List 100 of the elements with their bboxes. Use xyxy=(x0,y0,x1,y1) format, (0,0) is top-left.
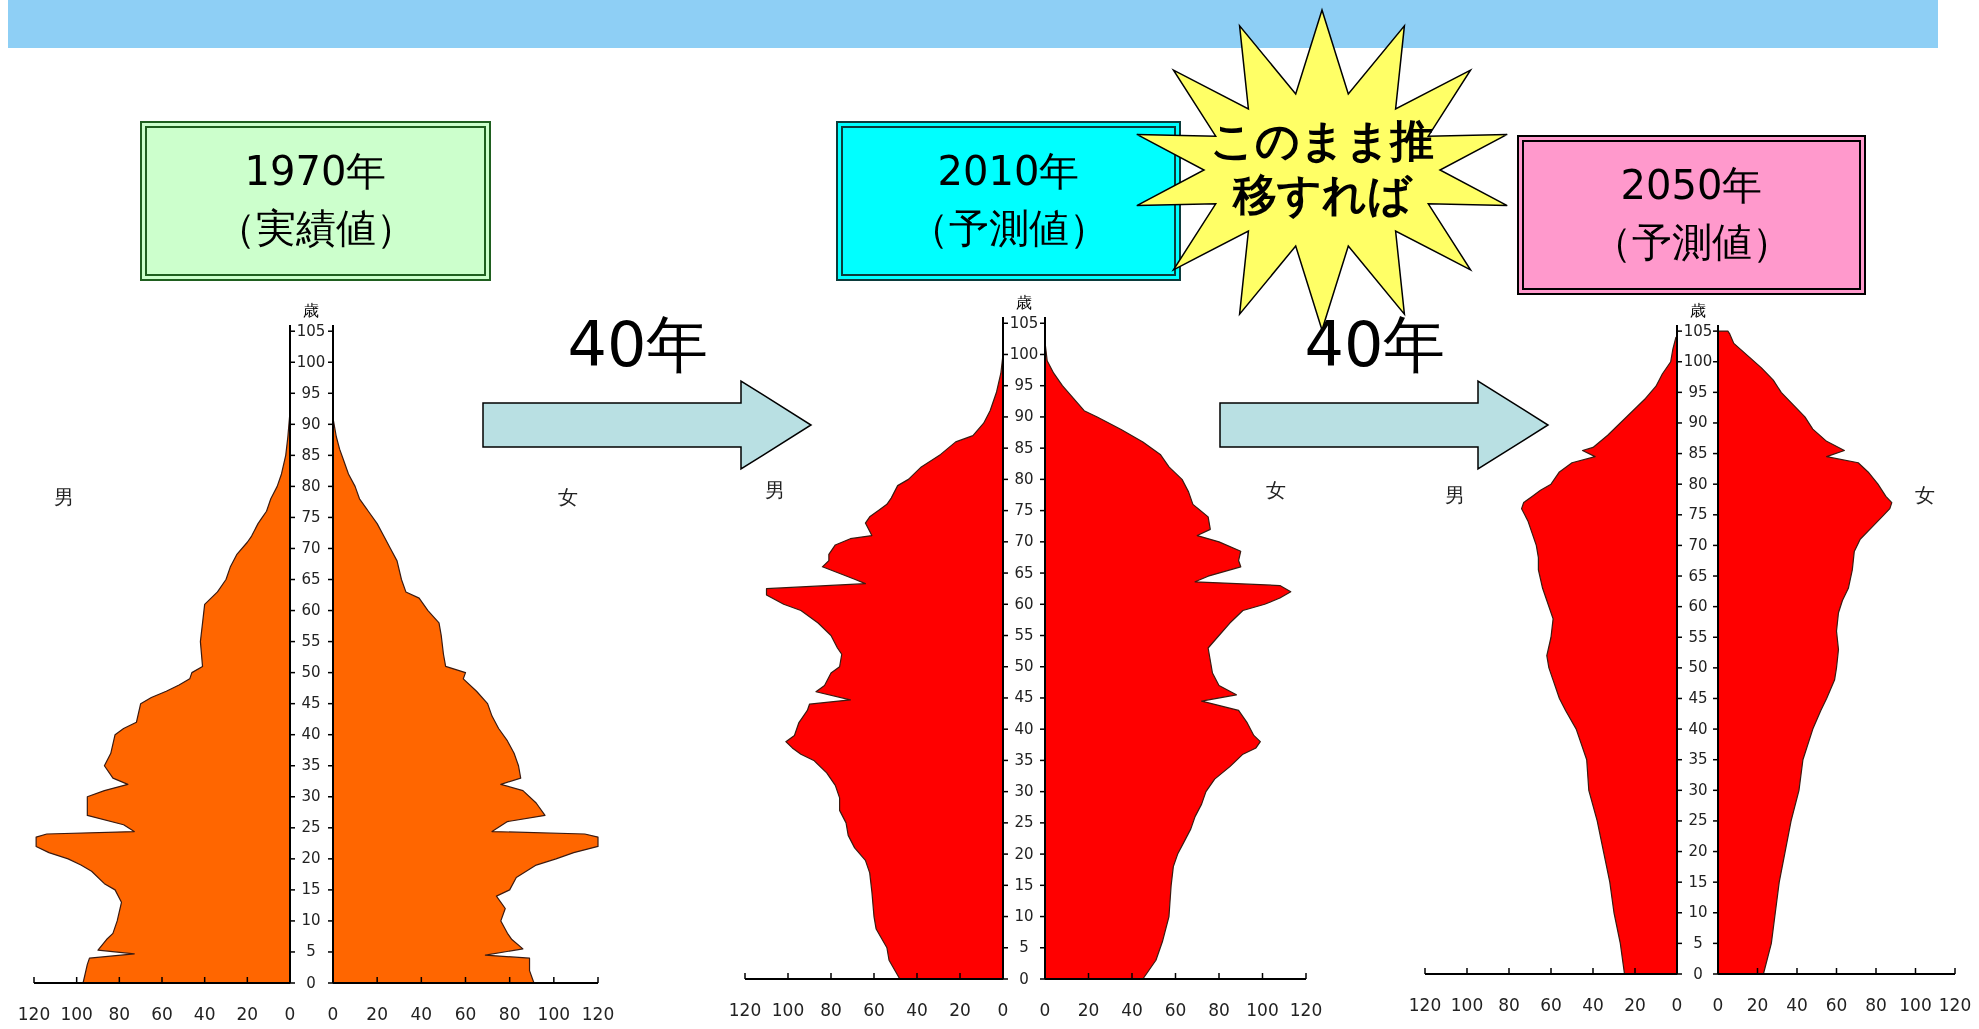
y-tick-label: 60 xyxy=(1014,594,1034,613)
y-tick-label: 75 xyxy=(1688,505,1708,524)
x-tick-label: 40 xyxy=(1786,995,1808,1015)
series-label: 女 xyxy=(1915,482,1935,507)
chart-subtitle: （予測値） xyxy=(1591,219,1792,265)
y-tick-label: 80 xyxy=(301,476,321,495)
y-tick-label: 5 xyxy=(306,942,316,961)
y-tick-label: 105 xyxy=(1009,313,1039,332)
y-tick-label: 35 xyxy=(1688,750,1708,769)
y-tick-label: 70 xyxy=(1014,532,1034,551)
y-tick-label: 65 xyxy=(301,570,321,589)
x-tick-label: 80 xyxy=(1498,995,1520,1015)
x-tick-label: 120 xyxy=(728,1000,762,1020)
y-axis-title: 歳 xyxy=(1690,300,1706,320)
y-tick-label: 35 xyxy=(1014,750,1034,769)
x-tick-label: 40 xyxy=(1582,995,1604,1015)
y-tick-label: 85 xyxy=(1014,438,1034,457)
y-tick-label: 75 xyxy=(1014,501,1034,520)
y-tick-label: 55 xyxy=(1688,627,1708,646)
chart-title: 1970年 xyxy=(244,148,387,194)
y-tick-label: 100 xyxy=(296,352,326,371)
y-tick-label: 5 xyxy=(1019,938,1029,957)
y-tick-label: 15 xyxy=(1014,875,1034,894)
x-tick-label: 100 xyxy=(1450,995,1484,1015)
y-tick-label: 10 xyxy=(1014,907,1034,926)
x-tick-label: 120 xyxy=(581,1004,615,1024)
y-axis-title: 歳 xyxy=(303,300,319,320)
y-tick-label: 80 xyxy=(1688,474,1708,493)
chart-title: 2010年 xyxy=(937,148,1080,194)
y-tick-label: 70 xyxy=(1688,535,1708,554)
x-tick-label: 60 xyxy=(454,1004,477,1024)
x-tick-label: 40 xyxy=(410,1004,433,1024)
x-tick-label: 80 xyxy=(820,1000,842,1020)
x-tick-label: 120 xyxy=(1408,995,1442,1015)
y-tick-label: 15 xyxy=(301,880,321,899)
y-tick-label: 105 xyxy=(1683,321,1713,340)
x-tick-label: 20 xyxy=(1746,995,1769,1015)
x-tick-label: 20 xyxy=(1624,995,1646,1015)
y-tick-label: 45 xyxy=(301,694,321,713)
x-tick-label: 40 xyxy=(906,1000,928,1020)
y-tick-label: 30 xyxy=(1014,782,1034,801)
chart-subtitle: （予測値） xyxy=(908,205,1109,251)
y-tick-label: 60 xyxy=(301,601,321,620)
y-tick-label: 25 xyxy=(1688,811,1708,830)
y-tick-label: 35 xyxy=(301,756,321,775)
y-tick-label: 40 xyxy=(1688,719,1708,738)
y-tick-label: 20 xyxy=(1014,844,1034,863)
y-tick-label: 40 xyxy=(1014,719,1034,738)
y-tick-label: 90 xyxy=(1014,407,1034,426)
text: 女 xyxy=(1266,478,1286,503)
x-tick-label: 100 xyxy=(60,1004,93,1024)
chart-title: 2050年 xyxy=(1620,162,1763,208)
x-tick-label: 20 xyxy=(1077,1000,1100,1020)
y-tick-label: 45 xyxy=(1688,688,1708,707)
y-tick-label: 65 xyxy=(1014,563,1034,582)
x-tick-label: 0 xyxy=(327,1004,339,1024)
text: このまま推移すれば xyxy=(1210,115,1434,220)
y-tick-label: 50 xyxy=(1688,658,1708,677)
x-tick-label: 40 xyxy=(1121,1000,1143,1020)
annotation: 40年 xyxy=(567,308,709,382)
y-tick-label: 80 xyxy=(1014,469,1034,488)
text: 男 xyxy=(54,485,74,510)
y-tick-label: 65 xyxy=(1688,566,1708,585)
y-tick-label: 15 xyxy=(1688,872,1708,891)
y-tick-label: 30 xyxy=(1688,780,1708,799)
text: 男 xyxy=(1445,482,1465,507)
x-tick-label: 100 xyxy=(1246,1000,1279,1020)
y-tick-label: 75 xyxy=(301,507,321,526)
y-tick-label: 105 xyxy=(296,321,326,340)
y-tick-label: 95 xyxy=(1688,382,1708,401)
x-tick-label: 20 xyxy=(236,1004,259,1024)
x-tick-label: 80 xyxy=(1865,995,1887,1015)
x-tick-label: 120 xyxy=(1938,995,1972,1015)
y-tick-label: 20 xyxy=(301,849,321,868)
x-tick-label: 20 xyxy=(366,1004,388,1024)
y-tick-label: 95 xyxy=(1014,376,1034,395)
x-tick-label: 60 xyxy=(1540,995,1562,1015)
x-tick-label: 80 xyxy=(498,1004,521,1024)
y-tick-label: 55 xyxy=(301,632,321,651)
y-tick-label: 50 xyxy=(1014,657,1034,676)
x-tick-label: 100 xyxy=(771,1000,805,1020)
y-tick-label: 70 xyxy=(301,538,321,557)
x-tick-label: 120 xyxy=(17,1004,51,1024)
x-tick-label: 120 xyxy=(1289,1000,1323,1020)
x-tick-label: 80 xyxy=(108,1004,131,1024)
x-tick-label: 60 xyxy=(863,1000,885,1020)
x-tick-label: 60 xyxy=(1825,995,1848,1015)
y-tick-label: 85 xyxy=(1688,444,1708,463)
annotation: 40年 xyxy=(1304,308,1446,382)
y-tick-label: 100 xyxy=(1683,352,1713,371)
y-tick-label: 25 xyxy=(1014,813,1034,832)
y-tick-label: 5 xyxy=(1693,933,1703,952)
y-tick-label: 0 xyxy=(1019,969,1029,988)
y-tick-label: 25 xyxy=(301,818,321,837)
x-tick-label: 100 xyxy=(537,1004,571,1024)
y-tick-label: 0 xyxy=(306,973,316,992)
x-tick-label: 60 xyxy=(1164,1000,1187,1020)
y-tick-label: 10 xyxy=(301,911,321,930)
y-tick-label: 90 xyxy=(301,414,321,433)
y-tick-label: 20 xyxy=(1688,842,1708,861)
